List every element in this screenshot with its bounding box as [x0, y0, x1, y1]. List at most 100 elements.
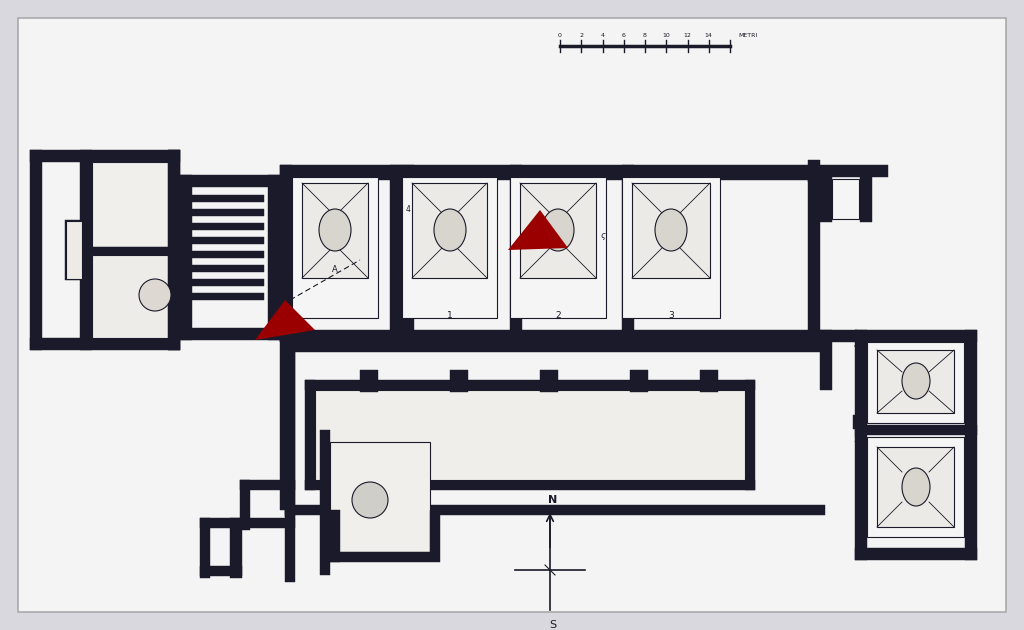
Bar: [630, 370, 648, 392]
Bar: [280, 330, 292, 510]
Bar: [390, 165, 402, 342]
Bar: [855, 330, 867, 560]
Bar: [510, 177, 606, 318]
Bar: [853, 415, 863, 429]
Bar: [180, 328, 280, 340]
Bar: [330, 442, 430, 552]
Text: 4: 4: [854, 340, 858, 350]
Bar: [280, 330, 820, 342]
Bar: [855, 330, 977, 342]
Bar: [285, 342, 295, 582]
Bar: [240, 518, 295, 528]
Bar: [285, 505, 825, 515]
Bar: [877, 447, 954, 527]
Bar: [92, 255, 168, 338]
Text: 12: 12: [684, 33, 691, 38]
Bar: [430, 510, 440, 562]
Bar: [510, 165, 522, 342]
Bar: [285, 342, 825, 352]
Text: N: N: [549, 495, 558, 505]
Bar: [315, 390, 745, 480]
Bar: [820, 330, 831, 390]
Bar: [305, 380, 315, 490]
Bar: [30, 150, 42, 350]
Bar: [855, 548, 977, 560]
Bar: [450, 370, 468, 392]
Text: 4: 4: [600, 33, 604, 38]
Ellipse shape: [902, 468, 930, 506]
Bar: [402, 177, 497, 318]
Bar: [745, 380, 755, 490]
Text: 5: 5: [854, 435, 858, 445]
Bar: [808, 165, 820, 342]
Polygon shape: [255, 300, 315, 340]
Bar: [30, 338, 80, 350]
Bar: [877, 350, 954, 413]
Bar: [402, 165, 414, 342]
Text: 10: 10: [663, 33, 670, 38]
Bar: [65, 220, 83, 280]
Ellipse shape: [319, 209, 351, 251]
Text: 6: 6: [622, 33, 626, 38]
Text: 1: 1: [447, 311, 453, 319]
Circle shape: [352, 482, 388, 518]
Bar: [240, 480, 295, 490]
Bar: [860, 177, 872, 222]
Bar: [700, 370, 718, 392]
Bar: [820, 177, 831, 222]
Circle shape: [139, 279, 171, 311]
Polygon shape: [508, 210, 568, 250]
Bar: [182, 237, 264, 244]
Ellipse shape: [902, 363, 930, 399]
Bar: [182, 195, 264, 202]
Bar: [168, 150, 180, 350]
Bar: [292, 177, 378, 318]
Bar: [182, 265, 264, 272]
Text: 4: 4: [397, 195, 402, 205]
Bar: [240, 480, 250, 530]
Bar: [182, 279, 264, 286]
Bar: [80, 150, 92, 350]
Text: 3: 3: [668, 311, 674, 319]
Text: A: A: [332, 265, 338, 275]
Bar: [80, 150, 180, 162]
Text: 0: 0: [558, 33, 562, 38]
Ellipse shape: [542, 209, 574, 251]
Bar: [92, 247, 168, 255]
Bar: [200, 566, 242, 576]
Bar: [867, 342, 964, 423]
Text: 14: 14: [705, 33, 713, 38]
Bar: [66, 221, 82, 279]
Bar: [330, 552, 430, 562]
Bar: [230, 518, 242, 578]
Text: 4: 4: [406, 205, 411, 214]
Bar: [622, 165, 634, 342]
Bar: [360, 370, 378, 392]
Bar: [808, 160, 820, 182]
Bar: [285, 342, 295, 517]
Bar: [268, 175, 280, 340]
Bar: [808, 165, 888, 177]
Bar: [305, 380, 755, 390]
Bar: [182, 251, 264, 258]
Bar: [182, 209, 264, 216]
Bar: [305, 480, 755, 490]
Bar: [831, 179, 859, 219]
Bar: [520, 183, 596, 278]
Bar: [319, 430, 330, 575]
Bar: [180, 175, 193, 340]
Bar: [30, 150, 80, 162]
Text: $\mathit{\varsigma}$: $\mathit{\varsigma}$: [600, 231, 606, 243]
Bar: [965, 330, 977, 560]
Bar: [855, 425, 977, 435]
Bar: [820, 330, 857, 342]
Text: 2: 2: [580, 33, 584, 38]
Text: 2: 2: [555, 311, 561, 319]
Bar: [200, 518, 210, 578]
Bar: [168, 150, 180, 350]
Bar: [180, 175, 280, 187]
Bar: [540, 370, 558, 392]
Text: 8: 8: [643, 33, 647, 38]
Bar: [330, 510, 340, 562]
Bar: [280, 165, 292, 342]
